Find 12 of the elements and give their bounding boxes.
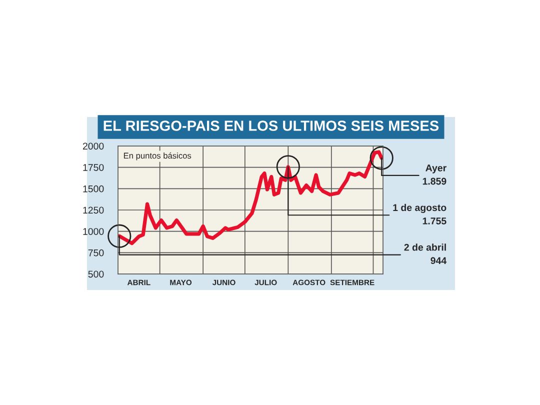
annotation: 1 de agosto 1.755 bbox=[393, 204, 446, 224]
y-tick-label: 1500 bbox=[83, 185, 104, 192]
y-tick-label: 2000 bbox=[82, 142, 104, 150]
y-tick-label: 1750 bbox=[83, 164, 104, 171]
y-tick-label: 1000 bbox=[83, 228, 104, 235]
chart-title: EL RIESGO-PAIS EN LOS ULTIMOS SEIS MESES bbox=[104, 120, 439, 131]
annotation: En puntos básicos bbox=[124, 152, 192, 160]
y-tick-label: 500 bbox=[88, 270, 104, 278]
y-tick-label: 750 bbox=[88, 249, 104, 256]
annotation: Ayer 1.859 bbox=[422, 164, 446, 185]
annotation: 2 de abril 944 bbox=[404, 244, 447, 264]
y-tick-label: 1250 bbox=[83, 206, 104, 214]
